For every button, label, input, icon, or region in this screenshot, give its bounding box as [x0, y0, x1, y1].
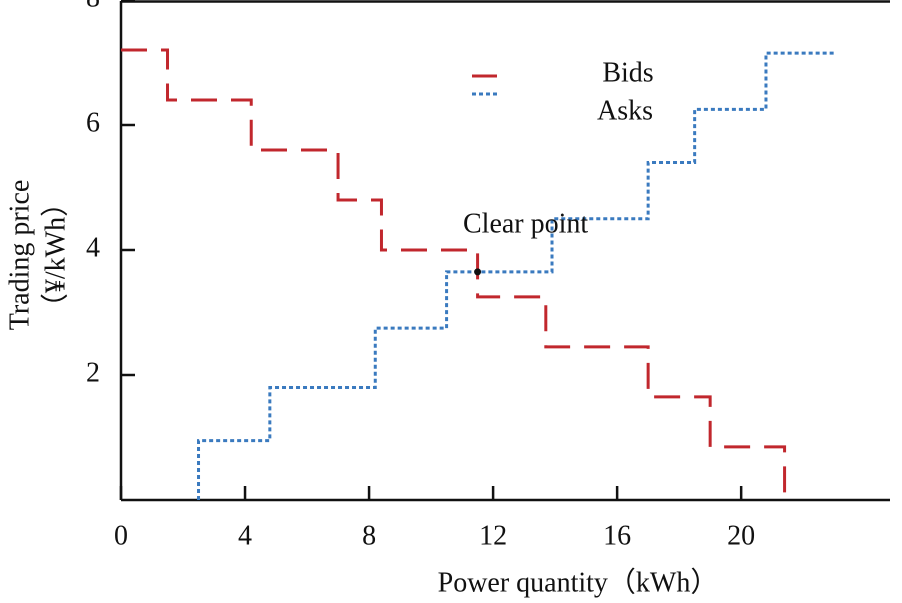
x-tick-label: 8: [362, 520, 376, 551]
x-tick-label: 20: [727, 520, 755, 551]
legend-label: Bids: [602, 57, 653, 88]
y-tick-label: 2: [86, 357, 100, 388]
x-tick-label: 4: [238, 520, 252, 551]
y-axis-label: Trading price: [4, 180, 35, 331]
y-tick-label: 6: [86, 107, 100, 138]
clear-point: [474, 268, 482, 276]
axes: [119, 0, 890, 502]
x-tick-label: 16: [603, 520, 631, 551]
x-tick-label: 12: [479, 520, 507, 551]
series-line: [121, 48, 787, 500]
annotation: Clear point: [463, 208, 588, 239]
series-line: [197, 51, 835, 500]
legend-label: Asks: [597, 95, 653, 126]
y-tick-label: 4: [86, 232, 100, 263]
x-axis-label: Power quantity（kWh）: [438, 566, 719, 598]
y-axis-label: （¥/kWh）: [39, 189, 71, 321]
y-tick-label: 8: [86, 0, 100, 13]
x-tick-label: 0: [114, 520, 128, 551]
